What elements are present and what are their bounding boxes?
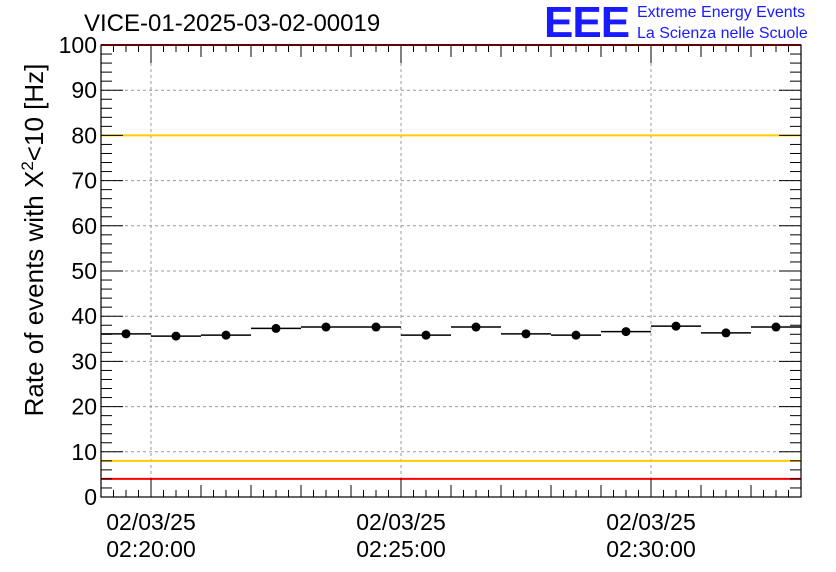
data-point [671,321,681,331]
grid-lines [101,45,801,497]
y-axis-label-main: Rate of events with X [18,170,49,417]
y-axis-label: Rate of events with X2<10 [Hz] [18,64,50,417]
logo-line-1: Extreme Energy Events [637,4,806,21]
y-tick-label: 70 [71,168,97,194]
x-tick-date: 02/03/25 [356,509,446,535]
eee-logo: EEE [544,0,630,47]
y-tick-label: 80 [71,122,97,148]
y-tick-label: 60 [71,213,97,239]
y-tick-label: 40 [71,303,97,329]
axis-ticks [100,44,802,498]
y-tick-label: 30 [71,348,97,374]
x-tick-date: 02/03/25 [606,509,696,535]
y-tick-label: 100 [59,32,97,58]
y-axis-label-sup: 2 [18,161,38,171]
y-tick-label: 10 [71,439,97,465]
data-point [171,331,181,341]
data-point [421,330,431,340]
chart-title: VICE-01-2025-03-02-00019 [84,10,381,37]
data-point [521,329,531,339]
y-tick-label: 90 [71,77,97,103]
x-tick-time: 02:30:00 [606,536,696,562]
data-point [121,329,131,339]
data-point [371,322,381,332]
data-point [621,327,631,337]
y-tick-label: 20 [71,394,97,420]
data-points [101,321,801,341]
y-axis-label-tail: <10 [Hz] [18,63,49,162]
y-tick-label: 0 [84,484,97,510]
x-tick-time: 02:25:00 [356,536,446,562]
y-tick-label: 50 [71,258,97,284]
data-point [221,330,231,340]
x-tick-date: 02/03/25 [106,509,196,535]
data-point [771,322,781,332]
y-tick-labels: 0 10 20 30 40 50 60 70 80 90 100 [59,32,97,510]
logo-line-2: La Scienza nelle Scuole [637,25,808,42]
x-tick-labels: 02/03/2502:20:0002/03/2502:25:0002/03/25… [106,509,696,562]
data-point [571,330,581,340]
reference-lines [101,44,801,480]
data-point [721,328,731,338]
x-tick-time: 02:20:00 [106,536,196,562]
data-point [271,323,281,333]
data-point [471,322,481,332]
data-point [321,322,331,332]
